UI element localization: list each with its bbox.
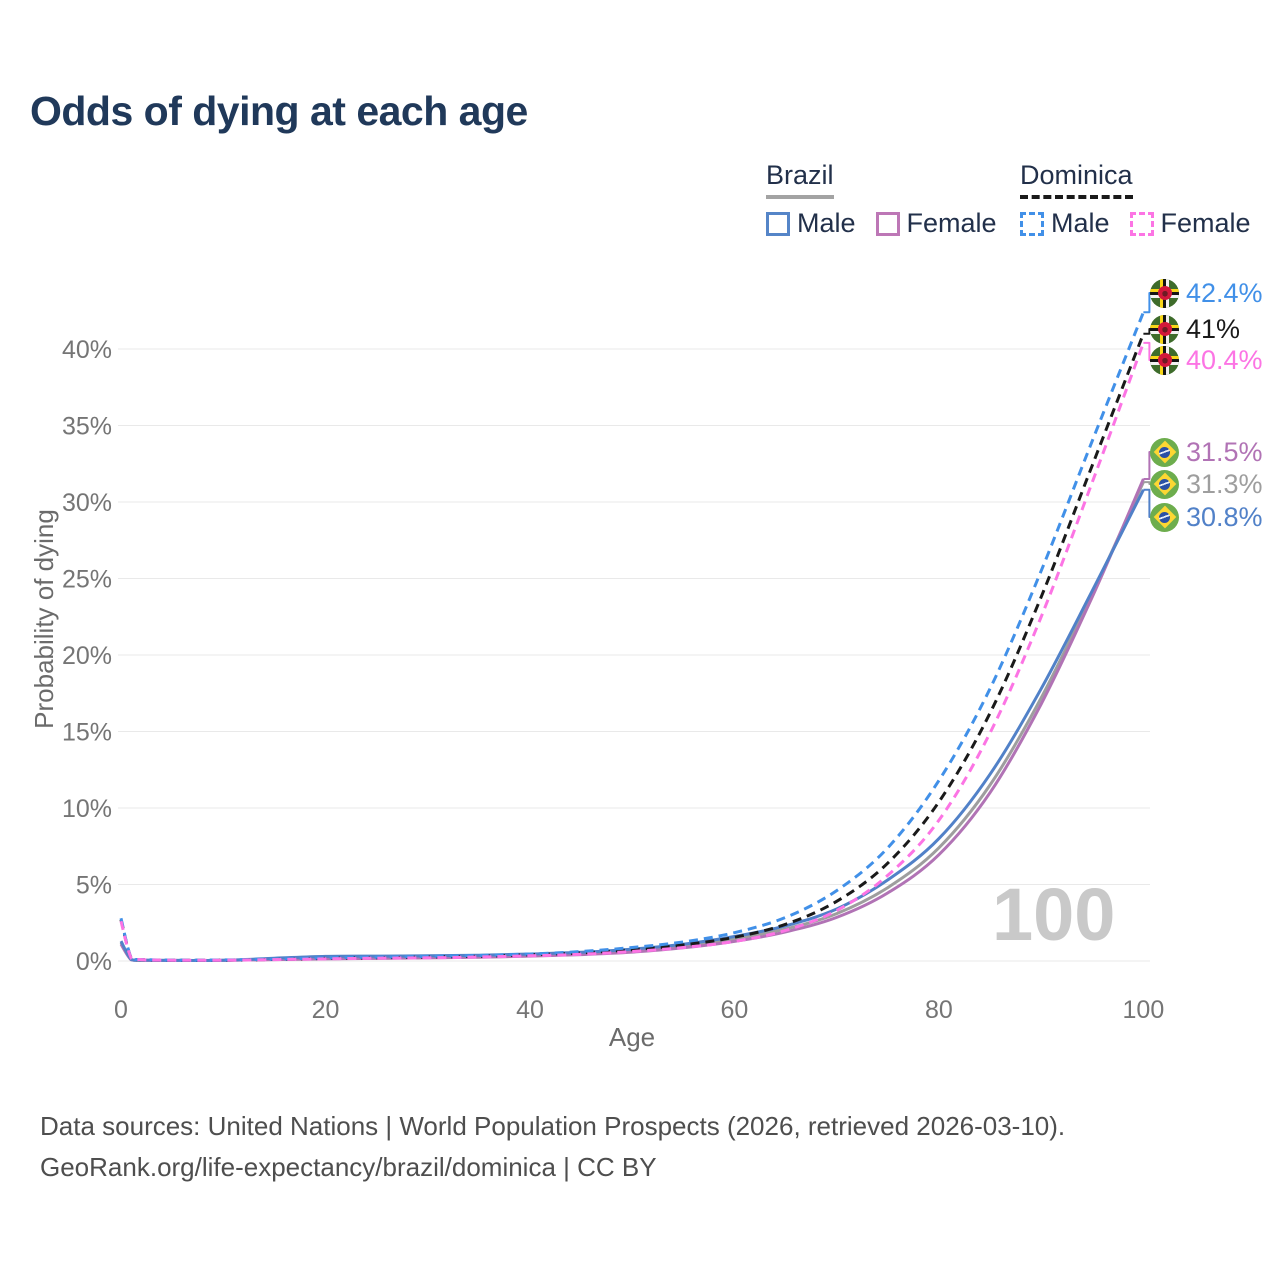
legend-swatch-brazil-female-icon <box>875 211 900 236</box>
page-title: Odds of dying at each age <box>30 88 528 134</box>
legend-country-dominica: Dominica <box>1020 160 1133 199</box>
y-tick-label: 40% <box>62 336 112 364</box>
legend-label-brazil-female: Female <box>906 208 997 238</box>
footer-data-sources: Data sources: United Nations | World Pop… <box>40 1111 1066 1141</box>
x-axis-title: Age <box>608 1022 656 1052</box>
brazil-flag-icon <box>1150 437 1179 467</box>
x-tick-label: 80 <box>925 996 953 1024</box>
series-line-brazil-male <box>119 489 1145 962</box>
y-tick-label: 20% <box>62 642 112 670</box>
end-value-brazil-male: 30.8% <box>1186 501 1263 532</box>
series-line-dominica-both <box>119 333 1145 962</box>
dominica-flag-parrot-emblem <box>1157 353 1172 367</box>
end-value-dominica-both: 41% <box>1186 313 1241 344</box>
end-label-dominica-male: 42.4% <box>1150 276 1263 310</box>
legend-label-dominica-male: Male <box>1051 208 1110 238</box>
x-tick-label: 20 <box>312 996 340 1024</box>
brazil-flag-icon <box>1150 502 1179 532</box>
dominica-flag-icon <box>1150 278 1179 308</box>
legend-group-dominica: Dominica Male Female <box>1020 160 1251 239</box>
legend-label-dominica-female: Female <box>1160 208 1251 238</box>
dominica-flag-icon <box>1150 345 1179 375</box>
y-tick-label: 35% <box>62 413 112 441</box>
end-label-dominica-female: 40.4% <box>1150 343 1263 377</box>
end-value-dominica-male: 42.4% <box>1186 277 1263 308</box>
end-label-brazil-male: 30.8% <box>1150 500 1263 534</box>
dominica-flag-parrot-emblem <box>1157 322 1172 336</box>
legend-item-dominica-female[interactable]: Female <box>1129 208 1251 239</box>
end-value-brazil-female: 31.5% <box>1186 436 1263 467</box>
legend-swatch-dominica-female-icon <box>1129 211 1154 236</box>
age-indicator-watermark: 100 <box>992 873 1116 956</box>
footer-attribution: GeoRank.org/life-expectancy/brazil/domin… <box>40 1152 657 1182</box>
legend-swatch-brazil-male-icon <box>766 211 790 236</box>
legend-label-brazil-male: Male <box>797 208 856 238</box>
dominica-flag-icon <box>1150 314 1179 344</box>
series-line-brazil-both <box>119 481 1145 962</box>
y-tick-label: 5% <box>76 872 112 900</box>
legend-group-brazil: Brazil Male Female <box>766 160 997 239</box>
legend-swatch-dominica-male-icon <box>1020 211 1044 236</box>
legend-item-brazil-male[interactable]: Male <box>766 208 876 239</box>
y-tick-label: 10% <box>62 795 112 823</box>
series-line-dominica-female <box>119 342 1145 962</box>
end-label-brazil-female: 31.5% <box>1150 435 1263 469</box>
end-label-brazil-both: 31.3% <box>1150 467 1263 501</box>
brazil-flag-icon <box>1150 469 1179 499</box>
x-tick-label: 60 <box>720 996 748 1024</box>
dominica-flag-parrot-emblem <box>1157 286 1172 300</box>
legend-item-brazil-female[interactable]: Female <box>875 208 997 239</box>
legend-items-dominica: Male Female <box>1020 208 1251 239</box>
end-label-dominica-both: 41% <box>1150 312 1240 346</box>
legend-country-brazil: Brazil <box>766 160 834 199</box>
x-tick-label: 100 <box>1123 996 1165 1024</box>
y-tick-label: 25% <box>62 566 112 594</box>
end-value-brazil-both: 31.3% <box>1186 468 1263 499</box>
series-line-brazil-female <box>119 478 1145 963</box>
brazil-flag-globe <box>1159 446 1170 458</box>
legend-items-brazil: Male Female <box>766 208 997 239</box>
brazil-flag-globe <box>1159 478 1170 490</box>
y-tick-label: 0% <box>76 948 112 976</box>
series-line-dominica-male <box>119 311 1145 962</box>
y-tick-label: 15% <box>62 719 112 747</box>
footer: Data sources: United Nations | World Pop… <box>40 1106 1065 1188</box>
end-value-dominica-female: 40.4% <box>1186 344 1263 375</box>
legend-item-dominica-male[interactable]: Male <box>1020 208 1130 239</box>
y-tick-label: 30% <box>62 489 112 517</box>
brazil-flag-globe <box>1159 511 1170 523</box>
y-axis-title: Probability of dying <box>29 509 59 729</box>
x-tick-label: 0 <box>114 996 128 1024</box>
x-tick-label: 40 <box>516 996 544 1024</box>
